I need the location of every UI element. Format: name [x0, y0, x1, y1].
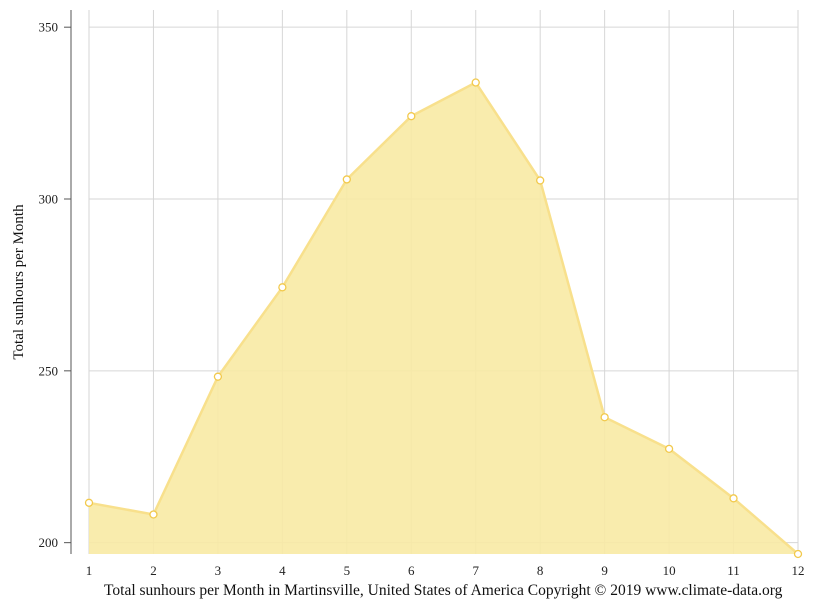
- x-tick-label: 2: [150, 563, 157, 578]
- x-axis-ticks: 1 2 3 4 5 6 7 8 9 10 11 12: [86, 563, 805, 578]
- data-point: [600, 413, 609, 422]
- x-tick-label: 1: [86, 563, 93, 578]
- x-tick-label: 7: [472, 563, 479, 578]
- x-tick-label: 10: [663, 563, 676, 578]
- chart-caption: Total sunhours per Month in Martinsville…: [104, 582, 783, 599]
- data-point: [84, 498, 94, 507]
- x-tick-label: 3: [215, 563, 222, 578]
- y-axis-title: Total sunhours per Month: [11, 204, 27, 360]
- x-tick-label: 9: [601, 563, 608, 578]
- data-point: [471, 78, 480, 87]
- x-tick-label: 6: [408, 563, 415, 578]
- x-tick-label: 4: [279, 563, 286, 578]
- x-tick-label: 12: [792, 563, 805, 578]
- data-point: [149, 510, 158, 519]
- data-point: [536, 176, 545, 185]
- data-points: [84, 78, 803, 559]
- series-area-fill: [89, 82, 798, 554]
- x-tick-label: 8: [537, 563, 544, 578]
- data-point: [793, 549, 803, 559]
- series-line: [88, 80, 799, 555]
- y-tick-label: 200: [39, 535, 59, 550]
- y-axis-ticks: 200 250 300 350: [39, 20, 71, 550]
- data-point: [342, 175, 351, 184]
- data-point: [407, 112, 416, 121]
- data-point: [278, 283, 287, 292]
- x-tick-label: 11: [727, 563, 740, 578]
- x-tick-label: 5: [344, 563, 351, 578]
- y-tick-label: 300: [39, 192, 59, 207]
- data-point: [729, 494, 738, 503]
- data-point: [664, 444, 674, 453]
- y-tick-label: 350: [39, 20, 59, 35]
- data-point: [213, 372, 223, 381]
- y-tick-label: 250: [39, 363, 59, 378]
